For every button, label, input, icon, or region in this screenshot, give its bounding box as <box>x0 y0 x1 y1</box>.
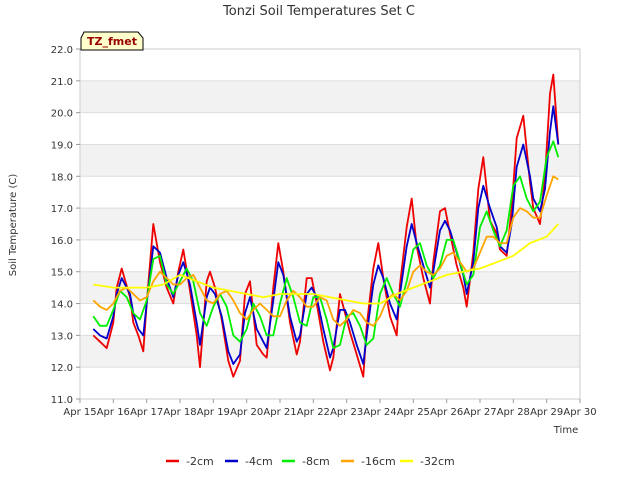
legend-item: -16cm <box>341 455 396 468</box>
grid-band <box>80 49 580 81</box>
y-tick-label: 16.0 <box>51 236 73 247</box>
grid-band <box>80 335 580 368</box>
x-tick-label: Apr 28 <box>497 407 530 418</box>
x-tick-label: Apr 16 <box>97 407 130 418</box>
x-tick-label: Apr 20 <box>230 407 263 418</box>
y-tick-label: 15.0 <box>51 268 73 279</box>
y-tick-label: 11.0 <box>51 395 73 406</box>
grid-band <box>80 239 580 272</box>
x-tick-label: Apr 17 <box>130 407 163 418</box>
x-axis-label: Time <box>553 425 578 436</box>
x-axis-ticks: Apr 15 Apr 16 Apr 17 Apr 18 Apr 19 Apr 20 Apr … <box>63 399 597 418</box>
y-axis-ticks: 11.0 12.0 13.0 14.0 15.0 16.0 17.0 18.0 19.0 20.0… <box>51 45 80 406</box>
x-tick-label: Apr 24 <box>363 407 396 418</box>
legend-item: -8cm <box>282 455 330 468</box>
series-line-8cmcm <box>92 140 560 350</box>
legend: -2cm -4cm -8cm -16cm -32cm <box>166 455 455 468</box>
x-tick-label: Apr 19 <box>197 407 230 418</box>
legend-label: -16cm <box>361 455 396 468</box>
legend-item: -2cm <box>166 455 214 468</box>
y-tick-label: 19.0 <box>51 140 73 151</box>
x-tick-label: Apr 22 <box>297 407 330 418</box>
x-tick-label: Apr 18 <box>163 407 196 418</box>
legend-label: -8cm <box>302 455 330 468</box>
chart-title: Tonzi Soil Temperatures Set C <box>222 4 415 19</box>
legend-label: -4cm <box>245 455 273 468</box>
series-line-2cmcm <box>92 73 560 378</box>
legend-item: -4cm <box>225 455 273 468</box>
legend-label: -2cm <box>186 455 214 468</box>
series-line-16cmcm <box>92 175 559 327</box>
grid-band <box>80 176 580 209</box>
series-line-32cmcm <box>93 223 559 305</box>
legend-label: -32cm <box>420 455 455 468</box>
series-line-4cmcm <box>92 105 560 365</box>
y-tick-label: 17.0 <box>51 204 73 215</box>
x-tick-label: Apr 21 <box>263 407 296 418</box>
series-lines <box>92 73 560 378</box>
y-tick-label: 12.0 <box>51 363 73 374</box>
x-tick-label: Apr 30 <box>563 407 596 418</box>
y-tick-label: 22.0 <box>51 45 73 56</box>
y-tick-label: 20.0 <box>51 109 73 120</box>
grid-band <box>80 367 580 399</box>
y-tick-label: 21.0 <box>51 77 73 88</box>
station-badge: TZ_fmet <box>80 31 144 51</box>
grid-band <box>80 271 580 304</box>
x-tick-label: Apr 15 <box>63 407 96 418</box>
y-tick-label: 13.0 <box>51 331 73 342</box>
y-tick-label: 18.0 <box>51 172 73 183</box>
y-tick-label: 14.0 <box>51 300 73 311</box>
y-axis-label: Soil Temperature (C) <box>8 174 19 277</box>
x-tick-label: Apr 25 <box>397 407 430 418</box>
x-tick-label: Apr 26 <box>430 407 463 418</box>
x-tick-label: Apr 23 <box>330 407 363 418</box>
grid-band <box>80 112 580 145</box>
legend-item: -32cm <box>400 455 455 468</box>
plot-frame <box>79 48 581 400</box>
grid-band <box>80 144 580 177</box>
x-tick-label: Apr 27 <box>463 407 496 418</box>
badge-background <box>80 31 144 51</box>
badge-label: TZ_fmet <box>87 35 137 48</box>
background-bands <box>80 49 580 399</box>
grid-band <box>80 80 580 113</box>
x-tick-label: Apr 29 <box>530 407 563 418</box>
